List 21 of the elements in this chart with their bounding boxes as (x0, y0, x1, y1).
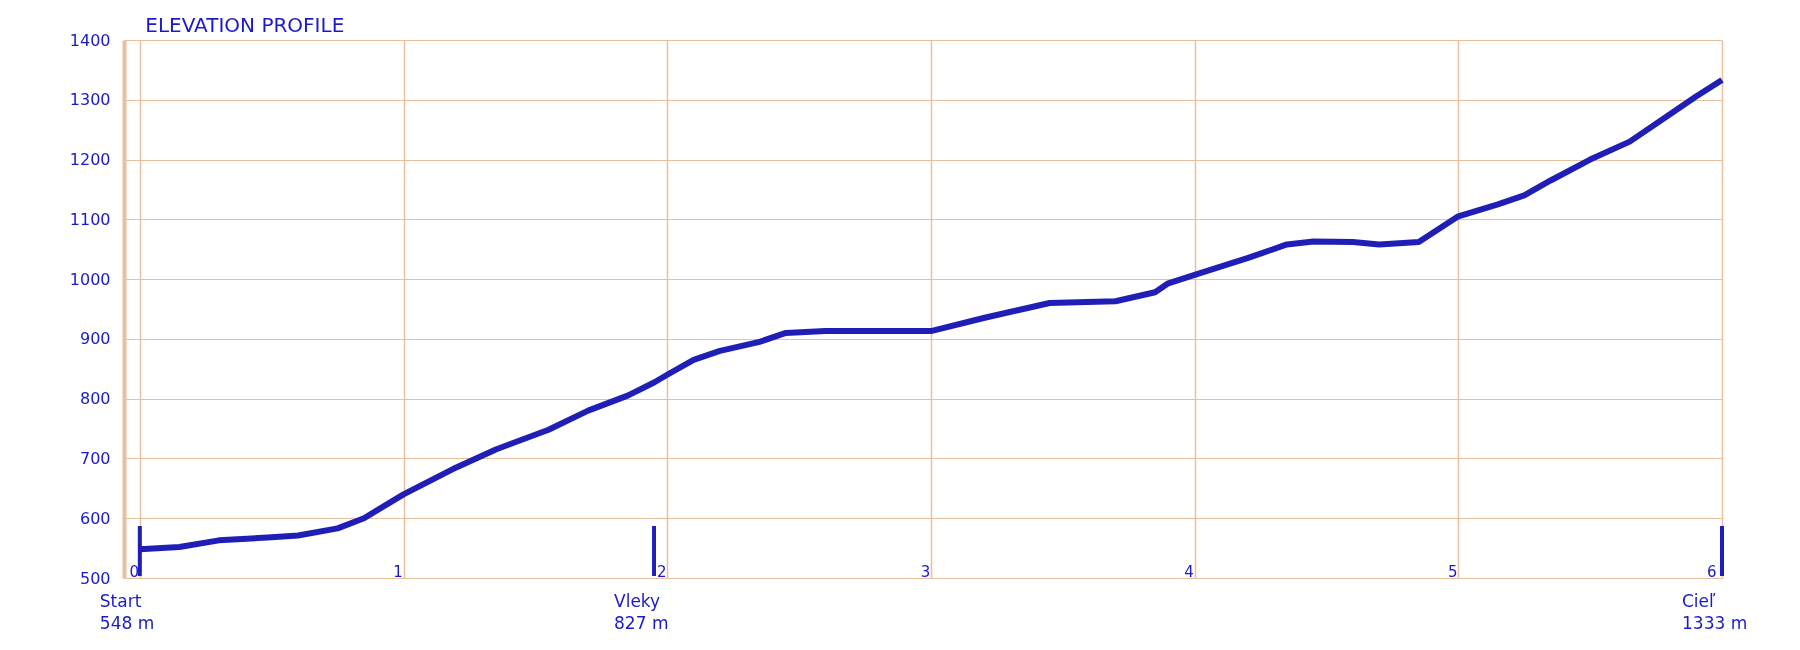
ref-line-label: Cieľ 1333 m (1682, 591, 1748, 633)
y-tick-label: 1200 (69, 150, 111, 170)
y-tick-label: 1300 (69, 90, 111, 110)
ref-line-label: Start 548 m (99, 591, 155, 633)
y-tick-label: 1400 (69, 30, 111, 50)
x-tick-label: 4 (1184, 562, 1194, 581)
x-tick-label: 2 (656, 562, 667, 581)
x-tick-label: 0 (129, 562, 140, 581)
y-tick-label: 1100 (69, 209, 111, 229)
x-tick-label: 3 (920, 562, 931, 581)
ref-line-label: Vleky 827 m (614, 591, 669, 633)
x-tick-label: 1 (393, 562, 403, 581)
x-tick-label: 5 (1448, 562, 1458, 581)
y-tick-label: 800 (79, 389, 111, 409)
y-tick-label: 700 (79, 448, 111, 468)
chart-title: ELEVATION PROFILE (145, 13, 345, 37)
y-tick-label: 1000 (69, 269, 111, 289)
y-tick-label: 500 (79, 568, 111, 588)
x-tick-label: 6 (1706, 562, 1717, 581)
y-tick-label: 600 (79, 508, 111, 528)
y-tick-label: 900 (79, 329, 111, 349)
